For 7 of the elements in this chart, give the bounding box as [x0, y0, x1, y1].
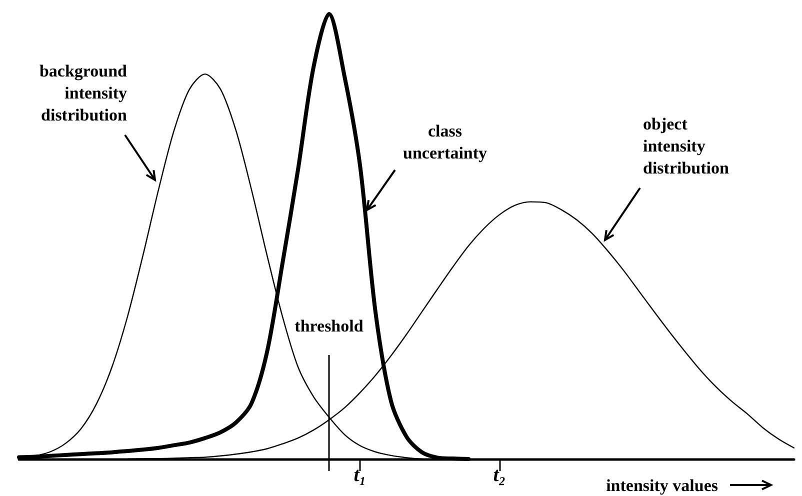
annotation: object intensity distribution: [643, 114, 730, 178]
x-axis-title: intensity values: [606, 476, 718, 495]
x-tick-label: t₂: [493, 464, 506, 486]
annotation: class uncertainty: [402, 122, 488, 162]
annotation: background intensity distribution: [39, 62, 128, 124]
x-tick-label: t₁: [354, 464, 366, 486]
annotation: threshold: [294, 316, 364, 336]
